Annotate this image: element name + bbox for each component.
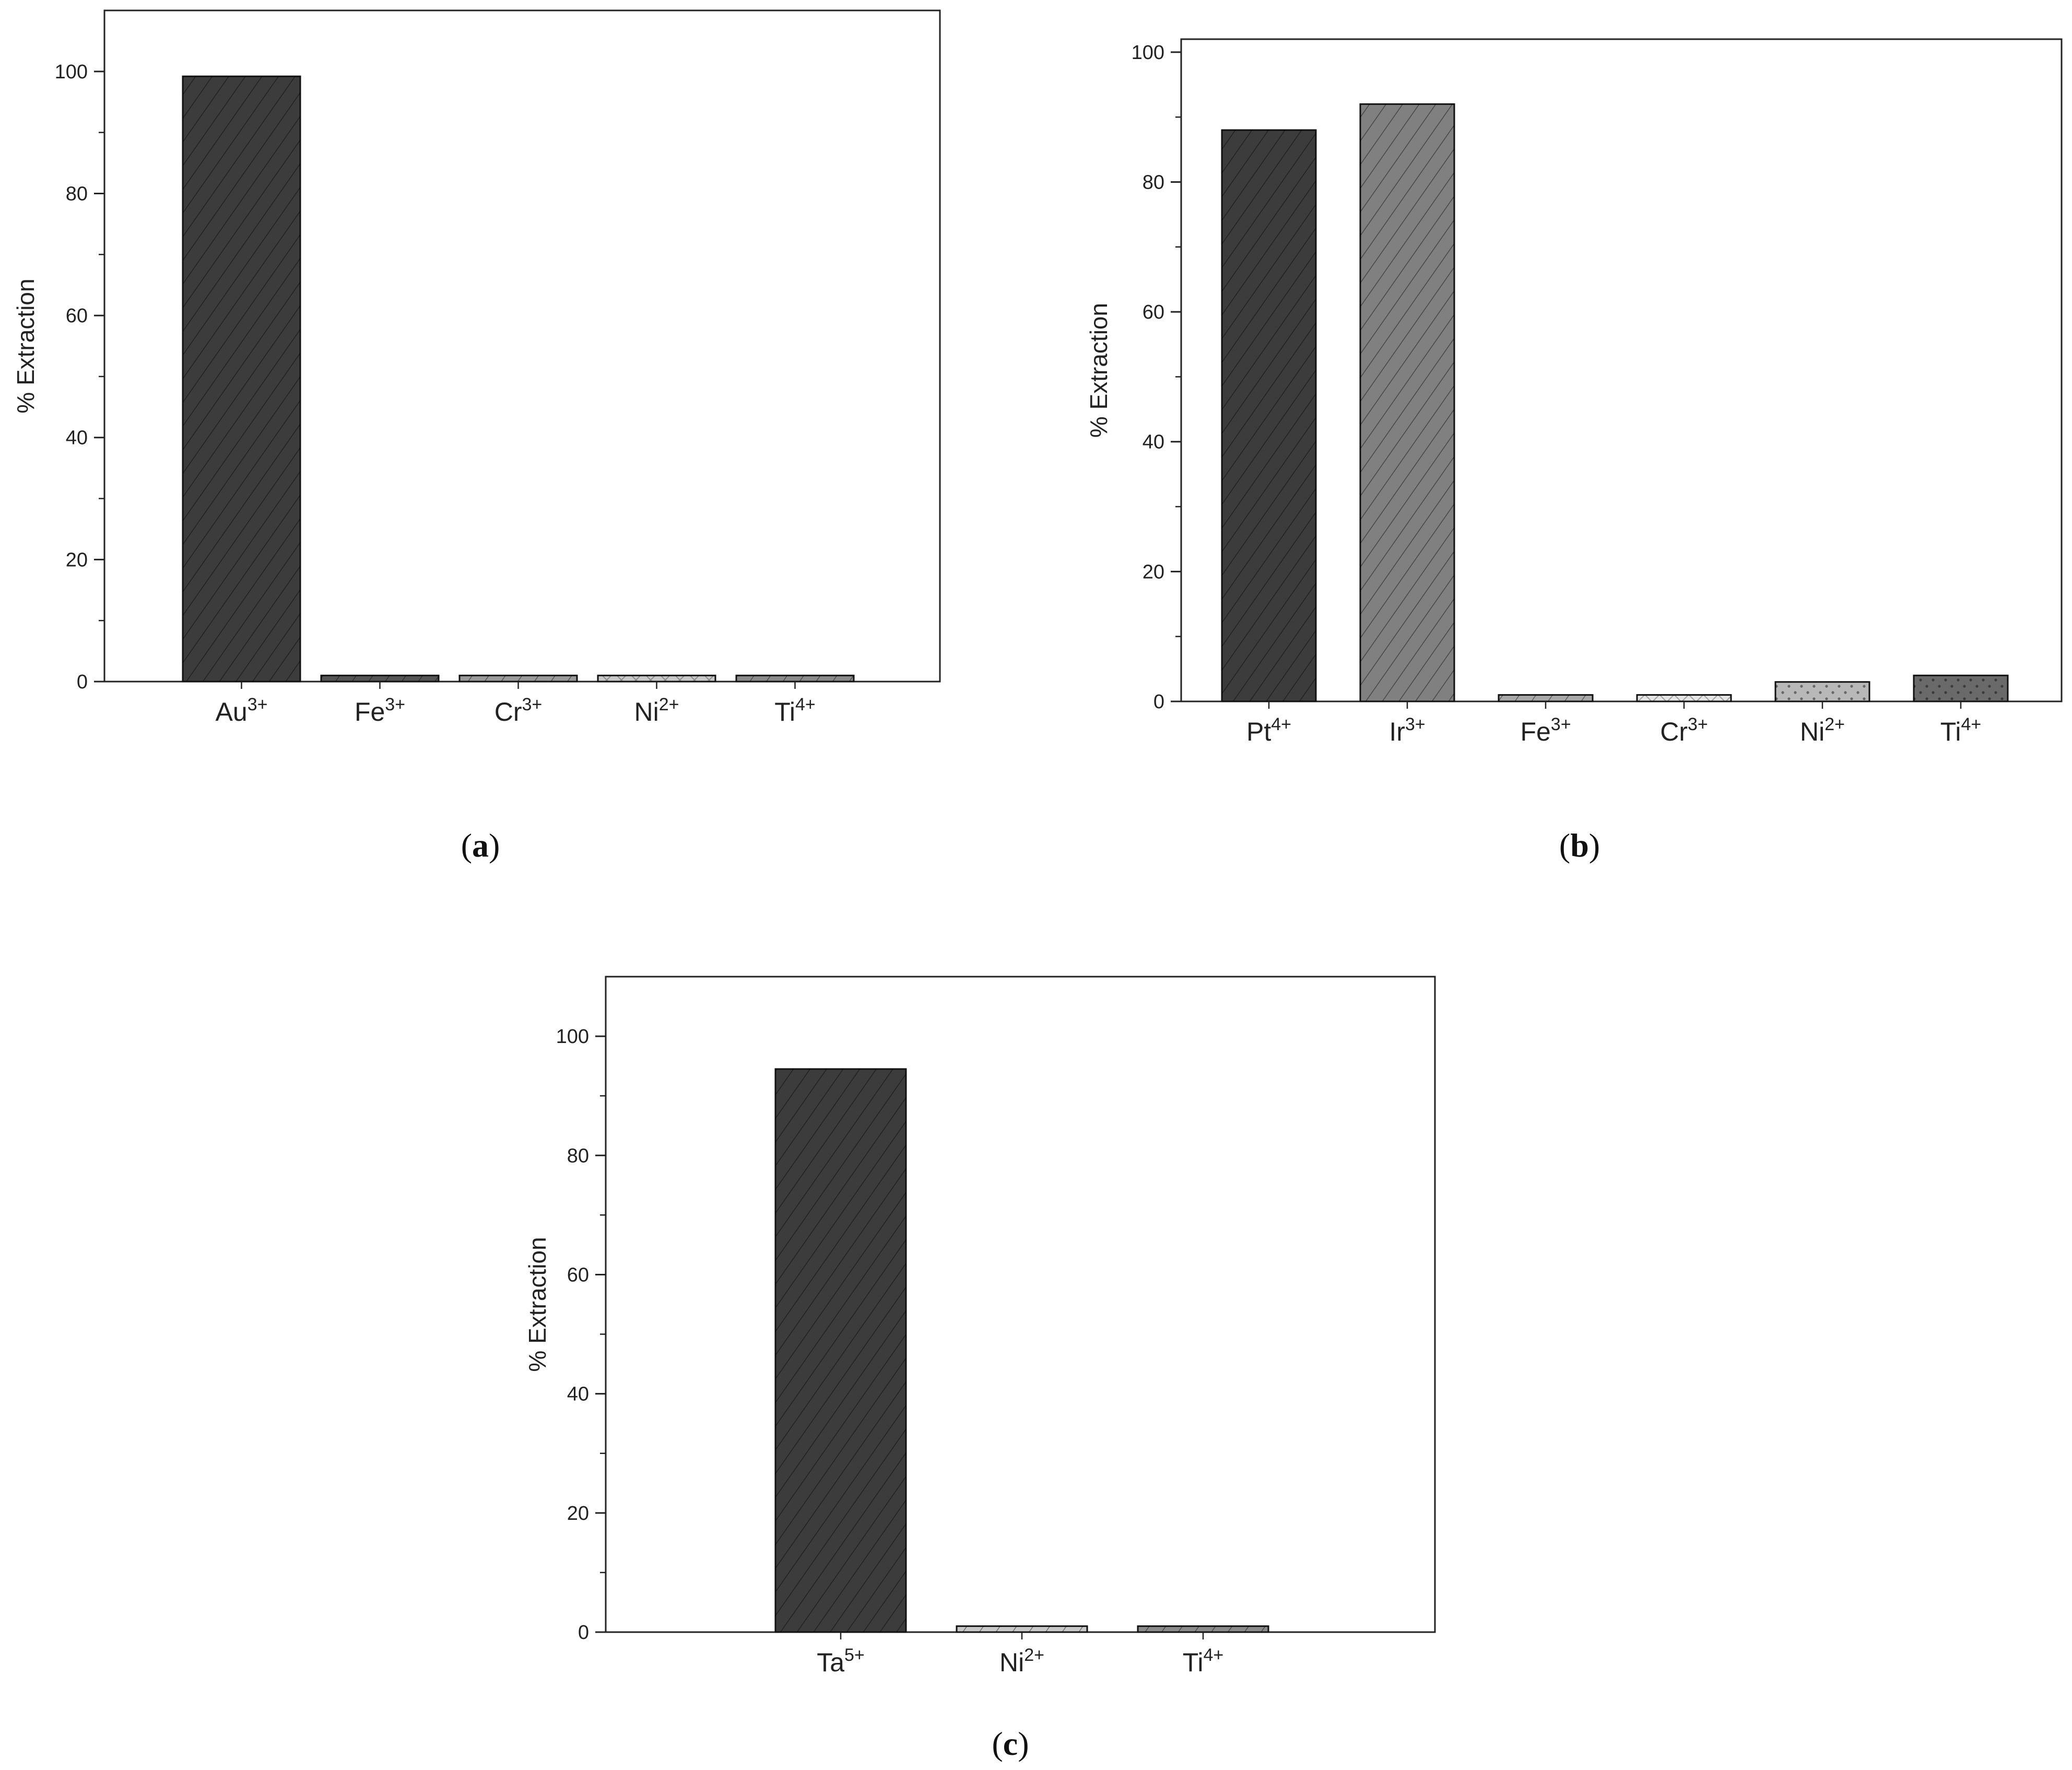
chart-panel-b: 0 20 40 60 80 100 % Extraction Pt4+ Ir3+ Fe3+ Cr3+… — [1085, 38, 2063, 864]
bar-pattern — [957, 1626, 1087, 1632]
x-category-label: Cr3+ — [495, 695, 543, 726]
x-category-label: Ti4+ — [1940, 714, 1982, 746]
x-category-label: Ti4+ — [774, 695, 816, 726]
bar-pattern — [183, 76, 300, 682]
chart-panel-a: 0 20 40 60 80 100 % Extraction Au3+ Fe3+ Cr3+ Ni2+… — [12, 9, 941, 864]
bar-pattern — [1914, 675, 2008, 701]
bar-pattern — [775, 1069, 906, 1632]
x-category-label: Ta5+ — [817, 1645, 865, 1677]
plot-frame — [605, 976, 1436, 1633]
x-category-label: Ti4+ — [1183, 1645, 1224, 1677]
y-axis-title: % Extraction — [1085, 303, 1112, 438]
bar-pattern — [1499, 695, 1593, 701]
chart-panel-c: 0 20 40 60 80 100 % Extraction Ta5+ Ni2+ Ti4+ (c) — [524, 976, 1436, 1762]
y-tick-label: 80 — [1143, 171, 1164, 193]
bar-pattern — [321, 675, 439, 682]
x-category-label: Au3+ — [216, 695, 268, 726]
bar-pattern — [1775, 682, 1869, 701]
y-axis-title: % Extraction — [524, 1237, 551, 1372]
y-tick-label: 60 — [66, 305, 88, 327]
y-tick-label: 0 — [77, 671, 88, 693]
bar-pattern — [736, 675, 854, 682]
y-tick-label: 20 — [66, 549, 88, 571]
y-tick-label: 20 — [567, 1503, 589, 1525]
y-axis-title: % Extraction — [12, 278, 39, 413]
plot-frame — [1180, 38, 2063, 702]
y-tick-label: 100 — [556, 1026, 589, 1048]
bar-pattern — [1637, 695, 1731, 701]
x-category-label: Ni2+ — [999, 1645, 1044, 1677]
y-tick-label: 40 — [567, 1384, 589, 1405]
y-tick-label: 80 — [567, 1145, 589, 1167]
bar-pattern — [1222, 130, 1316, 702]
bar-pattern — [1138, 1626, 1268, 1632]
panel-caption: (b) — [1559, 827, 1600, 864]
y-tick-label: 20 — [1143, 561, 1164, 583]
panel-caption: (c) — [992, 1725, 1029, 1762]
y-tick-label: 0 — [578, 1622, 589, 1644]
x-category-label: Ni2+ — [1800, 714, 1845, 746]
y-tick-label: 40 — [1143, 431, 1164, 453]
x-category-label: Cr3+ — [1660, 714, 1708, 746]
chart-panels: 0 20 40 60 80 100 % Extraction Au3+ Fe3+ Cr3+ Ni2+… — [12, 9, 2063, 1762]
y-tick-label: 100 — [55, 61, 88, 83]
x-category-label: Ir3+ — [1389, 714, 1425, 746]
bar-pattern — [598, 675, 715, 682]
bar-pattern — [460, 675, 577, 682]
y-tick-label: 40 — [66, 427, 88, 449]
x-category-label: Fe3+ — [1520, 714, 1571, 746]
y-tick-label: 80 — [66, 183, 88, 205]
x-category-label: Ni2+ — [634, 695, 679, 726]
x-category-label: Fe3+ — [355, 695, 405, 726]
y-tick-label: 60 — [1143, 301, 1164, 323]
y-tick-label: 60 — [567, 1264, 589, 1286]
panel-caption: (a) — [461, 827, 500, 864]
bar-pattern — [1360, 104, 1454, 701]
y-tick-label: 100 — [1132, 42, 1164, 64]
y-tick-label: 0 — [1153, 691, 1164, 713]
x-category-label: Pt4+ — [1246, 714, 1291, 746]
